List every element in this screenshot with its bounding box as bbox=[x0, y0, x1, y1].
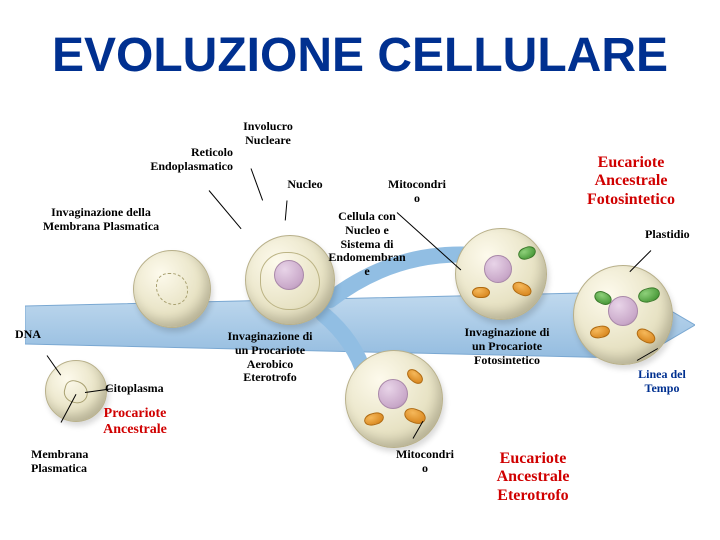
label-mitocondrio-bottom: Mitocondrio bbox=[385, 448, 465, 476]
diagram-area: InvolucroNucleare ReticoloEndoplasmatico… bbox=[15, 120, 705, 525]
label-linea-tempo: Linea delTempo bbox=[627, 368, 697, 396]
mitochondrion bbox=[402, 406, 427, 427]
label-invag-fotosintetico: Invaginazione diun ProcarioteFotosinteti… bbox=[447, 326, 567, 367]
leader-reticolo bbox=[209, 190, 242, 229]
label-dna: DNA bbox=[15, 328, 51, 342]
label-eucariote-eterotrofo: EucarioteAncestraleEterotrofo bbox=[473, 450, 593, 505]
label-eucariote-fotosintetico: EucarioteAncestraleFotosintetico bbox=[571, 154, 691, 209]
label-nucleo: Nucleo bbox=[275, 178, 335, 192]
label-plastidio: Plastidio bbox=[645, 228, 705, 242]
cell-invagination bbox=[133, 250, 211, 328]
plastid bbox=[637, 285, 662, 304]
label-cellula-nucleo: Cellula conNucleo eSistema diEndomembran… bbox=[317, 210, 417, 279]
label-invag-aerobico: Invaginazione diun ProcarioteAerobicoEte… bbox=[210, 330, 330, 385]
leader-involucro bbox=[251, 168, 264, 200]
label-procariote-ancestrale: ProcarioteAncestrale bbox=[85, 406, 185, 438]
cell-heterotroph bbox=[345, 350, 443, 448]
label-reticolo-endoplasmatico: ReticoloEndoplasmatico bbox=[133, 146, 233, 174]
label-membrana-plasmatica: MembranaPlasmatica bbox=[31, 448, 111, 476]
label-invag-membrana: Invaginazione dellaMembrana Plasmatica bbox=[31, 206, 171, 234]
cell-photosynthetic bbox=[573, 265, 673, 365]
label-citoplasma: Citoplasma bbox=[105, 382, 185, 396]
page-title: EVOLUZIONE CELLULARE bbox=[0, 28, 720, 83]
label-involucro-nucleare: InvolucroNucleare bbox=[227, 120, 309, 148]
cell-photo-intake bbox=[455, 228, 547, 320]
plastid-intake bbox=[516, 244, 537, 261]
label-mitocondrio-top: Mitocondrio bbox=[377, 178, 457, 206]
leader-nucleo bbox=[285, 200, 288, 220]
